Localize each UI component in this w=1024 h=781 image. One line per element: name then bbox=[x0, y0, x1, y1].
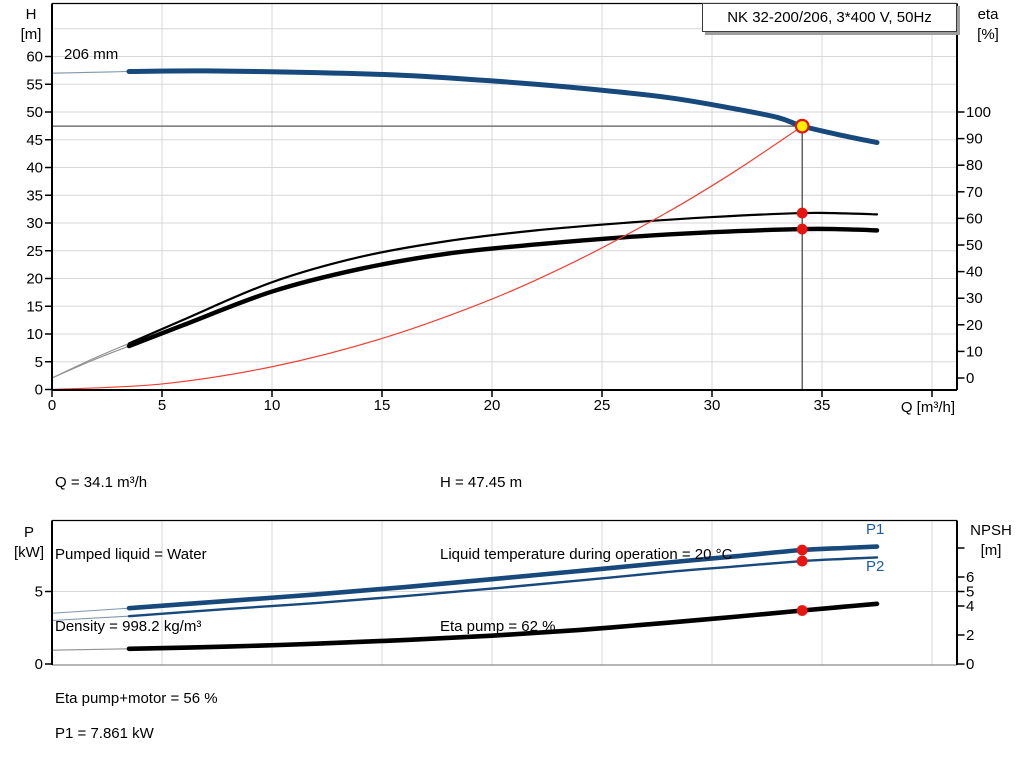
q-tick-label-25: 25 bbox=[594, 397, 611, 414]
eta-tick-label-100: 100 bbox=[966, 104, 991, 121]
eta-tick-label-60: 60 bbox=[966, 210, 983, 227]
eta-axis-label-unit: [%] bbox=[977, 26, 999, 43]
npsh-tick-label-6: 6 bbox=[966, 569, 974, 586]
chart-title-box: NK 32-200/206, 3*400 V, 50Hz bbox=[702, 3, 957, 32]
p-tick-label-5: 5 bbox=[35, 584, 43, 601]
top-head-curve bbox=[126, 68, 880, 146]
eta-tick-label-0: 0 bbox=[966, 370, 974, 387]
bottom-p1-curve-leader bbox=[51, 607, 130, 614]
power-duty-dot-0 bbox=[796, 544, 808, 556]
p1-series-label: P1 bbox=[866, 521, 885, 538]
h-tick-label-45: 45 bbox=[26, 132, 43, 149]
eta-duty-dot-0 bbox=[796, 207, 808, 219]
eta-tick-label-40: 40 bbox=[966, 264, 983, 281]
h-tick-label-0: 0 bbox=[35, 382, 43, 399]
power-duty-dot-1 bbox=[796, 555, 808, 567]
npsh-axis-label-unit: [m] bbox=[980, 542, 1002, 559]
eta-tick-label-90: 90 bbox=[966, 131, 983, 148]
q-tick-label-15: 15 bbox=[374, 397, 391, 414]
eta-tick-label-10: 10 bbox=[966, 343, 983, 360]
eta-axis-label: eta [%] bbox=[966, 5, 1010, 45]
eta-axis-label-symbol: eta bbox=[977, 6, 999, 23]
h-tick-label-55: 55 bbox=[26, 76, 43, 93]
h-tick-label-25: 25 bbox=[26, 243, 43, 260]
info-flow: Q = 34.1 m³/h bbox=[55, 474, 148, 491]
npsh-axis-label-symbol: NPSH bbox=[970, 522, 1012, 539]
q-axis-label: Q [m³/h] bbox=[900, 399, 955, 416]
h-axis-label-unit: [m] bbox=[20, 26, 42, 43]
eta-tick-label-80: 80 bbox=[966, 157, 983, 174]
q-tick-label-0: 0 bbox=[48, 397, 56, 414]
q-tick-label-5: 5 bbox=[158, 397, 166, 414]
info-liquid-temperature: Liquid temperature during operation = 20… bbox=[440, 546, 733, 563]
npsh-axis-label: NPSH [m] bbox=[962, 521, 1020, 561]
p2-series-label: P2 bbox=[866, 558, 885, 575]
bottom-npsh-curve-leader bbox=[51, 648, 130, 651]
duty-point-marker bbox=[794, 118, 810, 134]
h-tick-label-40: 40 bbox=[26, 160, 43, 177]
q-tick-label-35: 35 bbox=[814, 397, 831, 414]
info-p1: P1 = 7.861 kW bbox=[55, 725, 154, 742]
info-head: H = 47.45 m bbox=[440, 474, 523, 491]
eta-duty-dot-1 bbox=[796, 223, 808, 235]
q-tick-label-30: 30 bbox=[704, 397, 721, 414]
p-axis-label-unit: [kW] bbox=[14, 544, 44, 561]
h-axis-label: H [m] bbox=[14, 5, 48, 45]
info-density: Density = 998.2 kg/m³ bbox=[55, 618, 202, 635]
top-head-curve-leader bbox=[51, 70, 130, 74]
npsh-tick-label-5: 5 bbox=[966, 584, 974, 601]
eta-tick-label-70: 70 bbox=[966, 184, 983, 201]
h-tick-label-5: 5 bbox=[35, 354, 43, 371]
h-tick-label-50: 50 bbox=[26, 104, 43, 121]
info-pumped-liquid: Pumped liquid = Water bbox=[55, 546, 207, 563]
h-axis-label-symbol: H bbox=[25, 6, 37, 23]
p-axis-label: P [kW] bbox=[8, 523, 50, 563]
npsh-tick-label-0: 0 bbox=[966, 656, 974, 673]
eta-tick-label-50: 50 bbox=[966, 237, 983, 254]
h-tick-label-10: 10 bbox=[26, 326, 43, 343]
info-eta-pump-motor: Eta pump+motor = 56 % bbox=[55, 690, 218, 707]
h-tick-label-30: 30 bbox=[26, 215, 43, 232]
bottom-p2-curve-leader bbox=[51, 615, 130, 622]
npsh-tick-label-4: 4 bbox=[966, 598, 974, 615]
eta-tick-label-30: 30 bbox=[966, 290, 983, 307]
h-tick-label-35: 35 bbox=[26, 187, 43, 204]
npsh-tick-label-2: 2 bbox=[966, 627, 974, 644]
p-tick-label-0: 0 bbox=[35, 656, 43, 673]
top-eta-pump-motor-curve-leader bbox=[51, 345, 130, 379]
chart-title: NK 32-200/206, 3*400 V, 50Hz bbox=[727, 9, 932, 26]
power-duty-dot-2 bbox=[796, 605, 808, 616]
p-axis-label-symbol: P bbox=[23, 524, 34, 541]
top-system-curve bbox=[51, 125, 803, 391]
h-tick-label-20: 20 bbox=[26, 271, 43, 288]
eta-tick-label-20: 20 bbox=[966, 317, 983, 334]
info-eta-pump: Eta pump = 62 % bbox=[440, 618, 556, 635]
top-eta-pump-motor-curve bbox=[126, 226, 880, 349]
q-tick-label-20: 20 bbox=[484, 397, 501, 414]
result-text-bottom: P1 = 7.861 kW P2 = 7.098 kW NPSH = 3.69 … bbox=[55, 674, 381, 781]
h-tick-label-60: 60 bbox=[26, 49, 43, 66]
impeller-diameter-label: 206 mm bbox=[64, 46, 119, 63]
result-text-top-right: H = 47.45 m Liquid temperature during op… bbox=[440, 423, 732, 687]
result-text-top-left: Q = 34.1 m³/h Pumped liquid = Water Dens… bbox=[55, 423, 218, 759]
q-tick-label-10: 10 bbox=[264, 397, 281, 414]
h-tick-label-15: 15 bbox=[26, 298, 43, 315]
